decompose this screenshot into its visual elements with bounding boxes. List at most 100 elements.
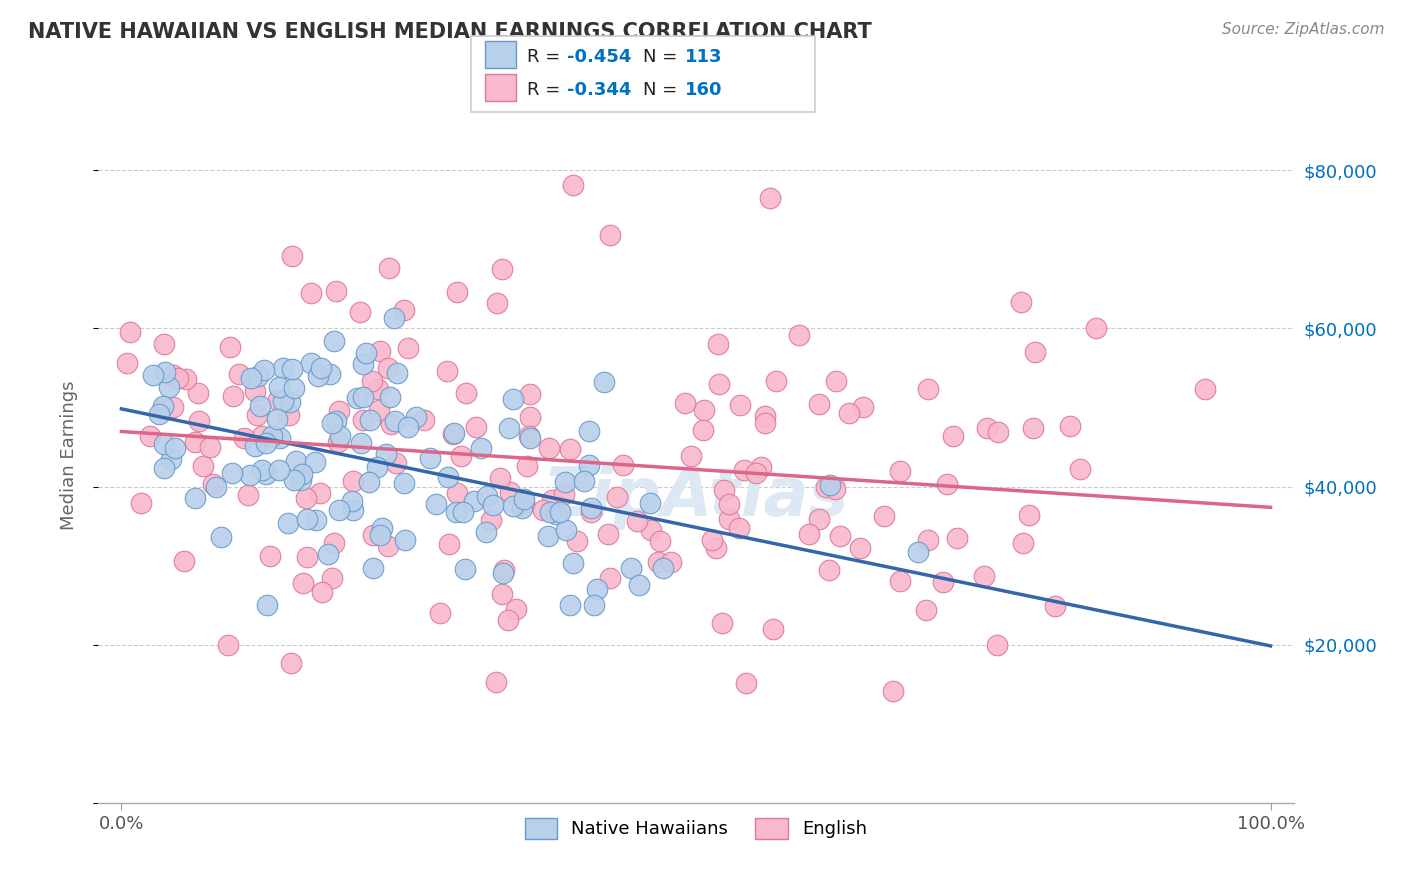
Point (491, 587, 513, 601)
Point (513, 496, 536, 510)
Point (139, 429, 162, 443)
Point (246, 369, 269, 384)
Point (340, 493, 363, 508)
Point (380, 417, 402, 431)
Point (1059, 419, 1081, 434)
Point (519, 386, 541, 401)
Point (693, 403, 716, 417)
Point (259, 549, 281, 564)
Point (475, 489, 498, 503)
Point (1069, 462, 1091, 476)
Point (311, 360, 333, 375)
Point (510, 500, 533, 515)
Point (807, 512, 830, 526)
Point (873, 508, 896, 523)
Point (419, 450, 441, 465)
Point (328, 503, 350, 517)
Point (267, 393, 290, 408)
Point (352, 357, 374, 371)
Text: -0.454: -0.454 (567, 48, 631, 66)
Point (385, 367, 408, 381)
Point (290, 473, 312, 487)
Point (228, 367, 250, 381)
Point (596, 527, 619, 541)
Point (889, 464, 911, 478)
Point (357, 475, 380, 489)
Point (187, 385, 209, 400)
Point (396, 420, 419, 434)
Point (815, 480, 838, 494)
Point (368, 528, 391, 542)
Point (326, 434, 349, 449)
Point (233, 431, 256, 445)
Point (502, 500, 524, 514)
Point (299, 286, 322, 301)
Point (759, 191, 782, 205)
Point (148, 408, 170, 422)
Point (153, 461, 176, 475)
Point (554, 523, 576, 537)
Text: 160: 160 (685, 81, 723, 99)
Point (1194, 382, 1216, 396)
Point (329, 429, 352, 443)
Point (818, 563, 841, 577)
Point (368, 344, 391, 359)
Point (612, 458, 634, 472)
Point (519, 431, 541, 445)
Point (546, 508, 568, 522)
Point (537, 528, 560, 542)
Point (728, 398, 751, 412)
Point (717, 497, 740, 511)
Point (392, 302, 415, 317)
Point (294, 491, 316, 505)
Point (620, 561, 643, 575)
Point (1043, 599, 1066, 613)
Point (470, 442, 492, 456)
Point (346, 391, 368, 405)
Point (640, 524, 662, 538)
Point (734, 675, 756, 690)
Point (889, 574, 911, 589)
Point (583, 598, 606, 612)
Point (599, 227, 621, 242)
Point (463, 493, 485, 508)
Point (256, 598, 278, 612)
Point (371, 521, 394, 535)
Point (538, 505, 561, 519)
Point (184, 434, 207, 449)
Point (277, 516, 299, 530)
Point (973, 569, 995, 583)
Point (236, 488, 259, 502)
Point (436, 364, 458, 378)
Point (548, 505, 571, 519)
Point (450, 449, 472, 463)
Point (394, 533, 416, 547)
Point (118, 326, 141, 340)
Point (280, 656, 302, 670)
Point (184, 491, 207, 505)
Point (491, 261, 513, 276)
Point (443, 426, 465, 441)
Point (437, 537, 460, 551)
Point (824, 482, 846, 496)
Point (932, 574, 955, 589)
Point (174, 372, 197, 386)
Point (692, 423, 714, 437)
Text: R =: R = (527, 48, 567, 66)
Point (593, 375, 616, 389)
Text: NATIVE HAWAIIAN VS ENGLISH MEDIAN EARNINGS CORRELATION CHART: NATIVE HAWAIIAN VS ENGLISH MEDIAN EARNIN… (28, 22, 872, 42)
Point (361, 528, 384, 542)
Point (562, 556, 585, 570)
Point (599, 571, 621, 585)
Point (285, 454, 308, 468)
Point (849, 541, 872, 555)
Point (626, 514, 648, 528)
Point (221, 466, 243, 480)
Point (651, 561, 673, 575)
Point (437, 470, 460, 484)
Point (942, 429, 965, 443)
Point (454, 562, 477, 576)
Point (935, 477, 957, 491)
Point (165, 442, 187, 456)
Point (162, 368, 184, 382)
